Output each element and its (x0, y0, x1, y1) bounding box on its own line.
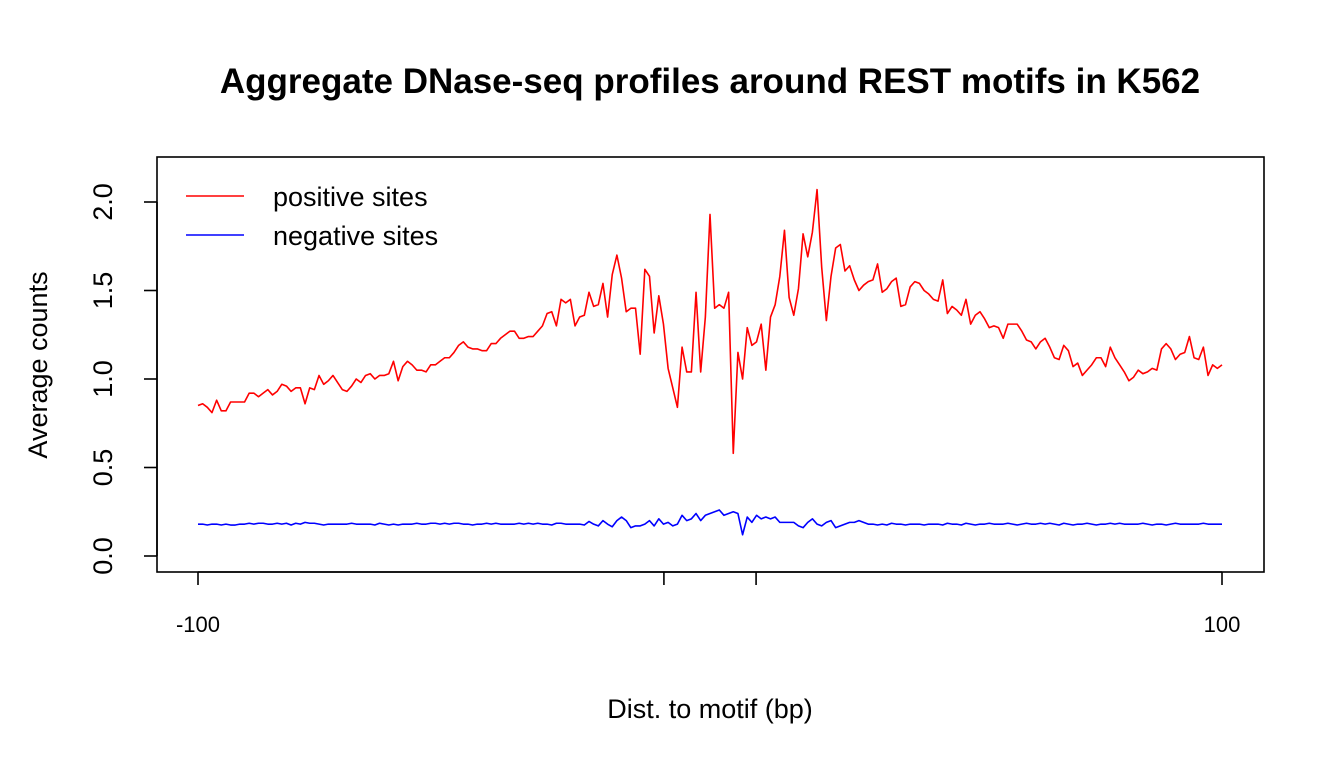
y-tick-label: 1.5 (88, 272, 118, 310)
legend: positive sites negative sites (186, 182, 438, 251)
x-axis: -100 100 (176, 571, 1241, 637)
series-line-positive (197, 188, 1223, 455)
y-axis-label: Average counts (23, 271, 53, 458)
chart-title: Aggregate DNase-seq profiles around REST… (220, 62, 1200, 101)
y-axis: 0.0 0.5 1.0 1.5 2.0 (88, 183, 158, 575)
series-layer (197, 188, 1223, 536)
y-tick-label: 0.0 (88, 537, 118, 575)
x-tick-label: -100 (176, 612, 220, 637)
legend-label-negative: negative sites (273, 221, 438, 251)
y-tick-label: 0.5 (88, 449, 118, 487)
y-tick-label: 2.0 (88, 183, 118, 221)
series-line-negative (198, 509, 1222, 536)
legend-label-positive: positive sites (273, 182, 428, 212)
x-axis-label: Dist. to motif (bp) (607, 694, 813, 724)
y-tick-label: 1.0 (88, 360, 118, 398)
x-tick-label: 100 (1204, 612, 1241, 637)
